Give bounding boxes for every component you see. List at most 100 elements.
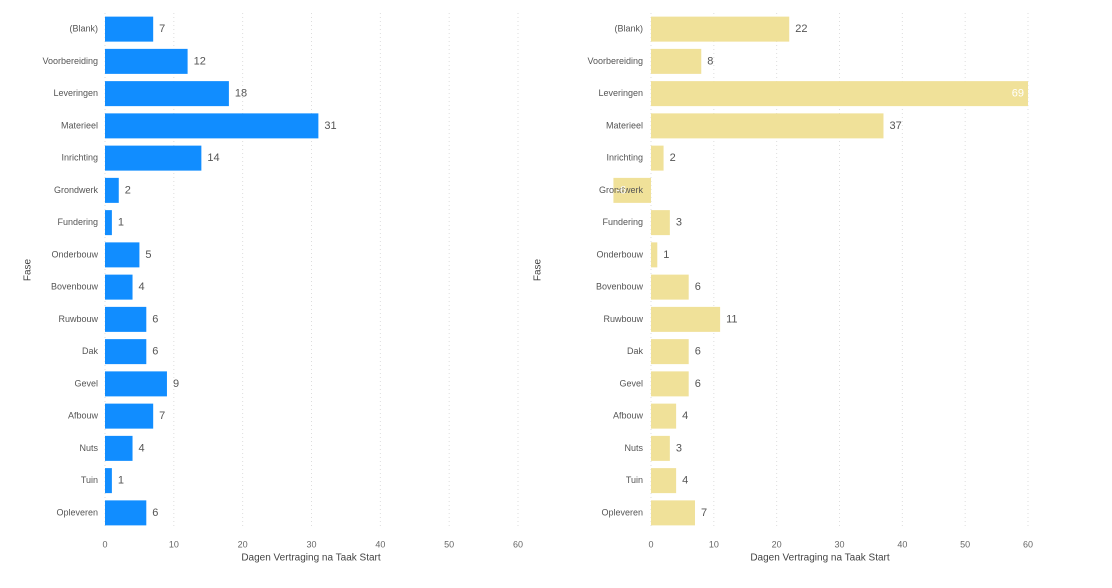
category-label: (Blank) — [69, 24, 98, 34]
x-tick-label: 20 — [772, 539, 782, 549]
x-tick-label: 20 — [238, 539, 248, 549]
bar — [105, 371, 167, 397]
y-axis-title: Fase — [23, 258, 34, 281]
category-label: Onderbouw — [596, 249, 643, 259]
value-label: 11 — [726, 313, 737, 325]
bar — [651, 81, 1028, 107]
bar — [651, 500, 695, 526]
category-label: Ruwbouw — [603, 314, 643, 324]
value-label: 6 — [695, 378, 701, 390]
category-label: Grondwerk — [599, 185, 644, 195]
value-label: 8 — [707, 55, 713, 67]
value-label: -6 — [616, 184, 626, 196]
category-label: Dak — [627, 346, 644, 356]
bar — [651, 16, 790, 42]
bar — [105, 113, 319, 139]
bar — [651, 468, 677, 494]
category-label: Gevel — [74, 378, 98, 388]
x-tick-label: 30 — [834, 539, 844, 549]
bar — [105, 242, 140, 268]
value-label: 6 — [695, 281, 701, 293]
bar — [105, 274, 133, 300]
value-label: 3 — [676, 442, 682, 454]
value-label: 6 — [152, 507, 158, 519]
category-label: Tuin — [626, 475, 643, 485]
bar — [105, 306, 147, 332]
value-label: 4 — [139, 281, 145, 293]
bars — [613, 16, 1028, 526]
x-tick-label: 30 — [306, 539, 316, 549]
bar — [105, 48, 188, 74]
value-label: 5 — [145, 249, 151, 261]
category-label: Afbouw — [68, 411, 99, 421]
bar — [105, 403, 154, 429]
category-label: Materieel — [606, 120, 643, 130]
bar — [651, 435, 670, 461]
category-label: Leveringen — [53, 88, 98, 98]
bar — [105, 339, 147, 365]
value-label: 6 — [152, 346, 158, 358]
x-tick-label: 0 — [648, 539, 653, 549]
value-label: 18 — [235, 88, 247, 100]
value-label: 6 — [152, 313, 158, 325]
value-label: 12 — [194, 55, 206, 67]
x-tick-label: 50 — [444, 539, 454, 549]
value-label: 6 — [695, 346, 701, 358]
x-tick-label: 60 — [1023, 539, 1033, 549]
value-label: 69 — [1012, 88, 1024, 100]
value-label: 4 — [682, 410, 688, 422]
value-label: 37 — [889, 120, 901, 132]
bar — [105, 435, 133, 461]
value-label: 4 — [139, 442, 145, 454]
category-label: Grondwerk — [54, 185, 99, 195]
x-axis-title: Dagen Vertraging na Taak Start — [241, 553, 381, 564]
x-tick-label: 40 — [375, 539, 385, 549]
value-label: 1 — [663, 249, 669, 261]
value-label: 7 — [159, 23, 165, 35]
category-label: (Blank) — [614, 24, 643, 34]
bar — [651, 113, 884, 139]
bar — [651, 242, 658, 268]
bars — [105, 16, 319, 526]
category-label: Tuin — [81, 475, 98, 485]
value-label: 3 — [676, 217, 682, 229]
bar — [651, 339, 689, 365]
bar — [651, 403, 677, 429]
category-label: Materieel — [61, 120, 98, 130]
category-label: Bovenbouw — [596, 282, 644, 292]
bar — [651, 145, 664, 171]
x-tick-label: 0 — [102, 539, 107, 549]
bar — [651, 274, 689, 300]
value-label: 9 — [173, 378, 179, 390]
bar — [651, 48, 702, 74]
bar — [105, 177, 119, 203]
category-label: Voorbereiding — [42, 56, 98, 66]
value-label: 2 — [670, 152, 676, 164]
y-axis-title: Fase — [533, 258, 544, 281]
bar — [105, 210, 112, 236]
bar — [105, 500, 147, 526]
x-axis-title: Dagen Vertraging na Taak Start — [750, 553, 890, 564]
x-tick-label: 50 — [960, 539, 970, 549]
bar — [105, 468, 112, 494]
category-label: Fundering — [602, 217, 643, 227]
category-label: Bovenbouw — [51, 282, 99, 292]
category-label: Afbouw — [613, 411, 644, 421]
category-label: Nuts — [624, 443, 643, 453]
category-label: Onderbouw — [51, 249, 98, 259]
category-label: Opleveren — [601, 507, 643, 517]
chart: 0 10 20 30 40 50 60 Dagen Vertraging na Taak St… — [23, 13, 523, 564]
value-label: 7 — [159, 410, 165, 422]
bar — [613, 177, 651, 203]
value-label: 1 — [118, 475, 124, 487]
value-label: 1 — [118, 217, 124, 229]
category-label: Dak — [82, 346, 99, 356]
value-label: 14 — [207, 152, 219, 164]
value-label: 31 — [324, 120, 336, 132]
category-label: Voorbereiding — [587, 56, 643, 66]
value-label: 4 — [682, 475, 688, 487]
category-label: Opleveren — [56, 507, 98, 517]
value-label: 2 — [125, 184, 131, 196]
bar — [651, 210, 670, 236]
